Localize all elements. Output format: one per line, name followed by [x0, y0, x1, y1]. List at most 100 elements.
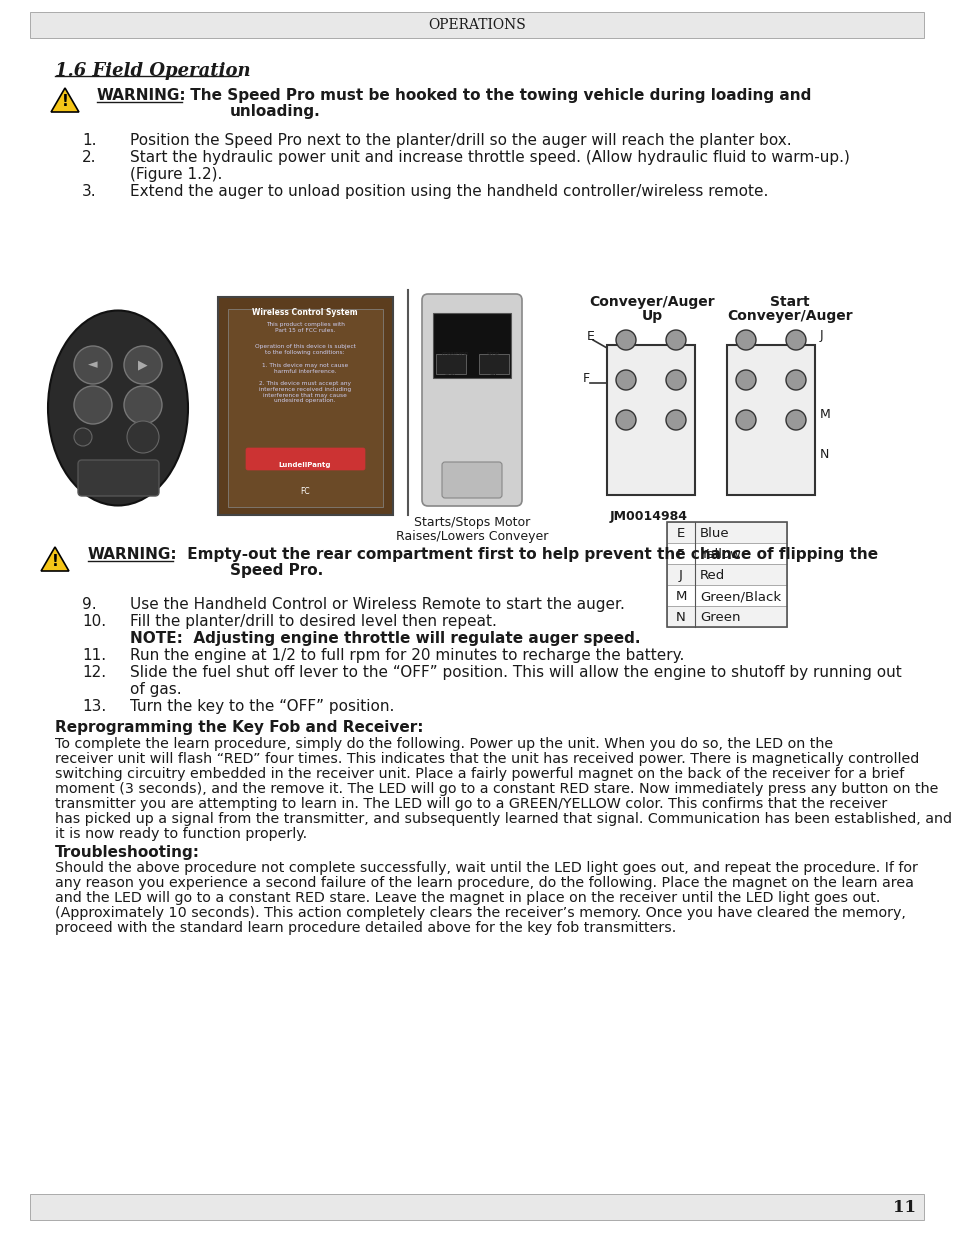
Text: !: ! — [62, 95, 69, 110]
FancyBboxPatch shape — [726, 345, 814, 495]
Text: Conveyer/Auger: Conveyer/Auger — [589, 295, 714, 309]
Text: Blue: Blue — [700, 527, 729, 540]
Text: 13.: 13. — [82, 699, 106, 714]
Text: !: ! — [51, 553, 58, 568]
Polygon shape — [51, 88, 79, 112]
Text: Raises/Lowers Conveyer: Raises/Lowers Conveyer — [395, 530, 548, 543]
FancyBboxPatch shape — [246, 448, 365, 471]
Text: To complete the learn procedure, simply do the following. Power up the unit. Whe: To complete the learn procedure, simply … — [55, 737, 832, 751]
Text: This product complies with
Part 15 of FCC rules.: This product complies with Part 15 of FC… — [265, 322, 344, 332]
Text: Should the above procedure not complete successfully, wait until the LED light g: Should the above procedure not complete … — [55, 861, 917, 876]
Text: STOP: STOP — [444, 370, 456, 375]
Text: Reprogramming the Key Fob and Receiver:: Reprogramming the Key Fob and Receiver: — [55, 720, 423, 735]
Text: Up: Up — [640, 309, 662, 324]
Text: WARNING:: WARNING: — [88, 547, 177, 562]
FancyBboxPatch shape — [441, 462, 501, 498]
Text: STOP: STOP — [486, 352, 499, 357]
Text: Position the Speed Pro next to the planter/drill so the auger will reach the pla: Position the Speed Pro next to the plant… — [130, 133, 791, 148]
Circle shape — [616, 330, 636, 350]
Text: of gas.: of gas. — [130, 682, 181, 697]
Text: transmitter you are attempting to learn in. The LED will go to a GREEN/YELLOW co: transmitter you are attempting to learn … — [55, 797, 886, 811]
Circle shape — [74, 387, 112, 424]
Text: ◄: ◄ — [88, 358, 98, 372]
FancyBboxPatch shape — [478, 354, 509, 374]
Text: any reason you experience a second failure of the learn procedure, do the follow: any reason you experience a second failu… — [55, 876, 913, 890]
Text: 1.6 Field Operation: 1.6 Field Operation — [55, 62, 251, 80]
Text: Speed Pro.: Speed Pro. — [230, 563, 323, 578]
Text: Operation of this device is subject
to the following conditions:: Operation of this device is subject to t… — [254, 345, 355, 354]
Text: ▶: ▶ — [138, 358, 148, 372]
Text: proceed with the standard learn procedure detailed above for the key fob transmi: proceed with the standard learn procedur… — [55, 921, 676, 935]
Text: 12.: 12. — [82, 664, 106, 680]
Text: 1. This device may not cause
harmful interference.: 1. This device may not cause harmful int… — [262, 363, 348, 374]
Circle shape — [735, 410, 755, 430]
Text: Troubleshooting:: Troubleshooting: — [55, 845, 200, 860]
FancyBboxPatch shape — [30, 12, 923, 38]
Text: N: N — [820, 448, 828, 462]
Text: F: F — [582, 372, 590, 384]
Circle shape — [665, 370, 685, 390]
FancyBboxPatch shape — [606, 345, 695, 495]
FancyBboxPatch shape — [421, 294, 521, 506]
Text: OPERATIONS: OPERATIONS — [428, 19, 525, 32]
Text: has picked up a signal from the transmitter, and subsequently learned that signa: has picked up a signal from the transmit… — [55, 811, 951, 826]
FancyBboxPatch shape — [436, 354, 465, 374]
Circle shape — [127, 421, 159, 453]
Polygon shape — [41, 547, 69, 571]
Text: Start the hydraulic power unit and increase throttle speed. (Allow hydraulic flu: Start the hydraulic power unit and incre… — [130, 149, 849, 165]
Circle shape — [616, 370, 636, 390]
Text: (Figure 1.2).: (Figure 1.2). — [130, 167, 222, 182]
Text: NOTE:  Adjusting engine throttle will regulate auger speed.: NOTE: Adjusting engine throttle will reg… — [130, 631, 639, 646]
Text: 1.: 1. — [82, 133, 96, 148]
Text: 9.: 9. — [82, 597, 96, 613]
Circle shape — [74, 346, 112, 384]
Text: 11.: 11. — [82, 648, 106, 663]
Text: Starts/Stops Motor: Starts/Stops Motor — [414, 516, 530, 529]
Text: unloading.: unloading. — [230, 104, 320, 119]
Text: moment (3 seconds), and the remove it. The LED will go to a constant RED stare. : moment (3 seconds), and the remove it. T… — [55, 782, 938, 797]
FancyBboxPatch shape — [218, 296, 393, 515]
FancyBboxPatch shape — [30, 1194, 923, 1220]
Text: WARNING:: WARNING: — [97, 88, 187, 103]
Text: 2. This device must accept any
interference received including
interference that: 2. This device must accept any interfere… — [258, 382, 351, 404]
Text: Empty-out the rear compartment first to help prevent the chance of flipping the: Empty-out the rear compartment first to … — [182, 547, 877, 562]
Ellipse shape — [48, 310, 188, 505]
Text: Slide the fuel shut off lever to the “OFF” position. This will allow the engine : Slide the fuel shut off lever to the “OF… — [130, 664, 901, 680]
Text: switching circuitry embedded in the receiver unit. Place a fairly powerful magne: switching circuitry embedded in the rece… — [55, 767, 903, 781]
Text: Green/Black: Green/Black — [700, 590, 781, 603]
Text: and the LED will go to a constant RED stare. Leave the magnet in place on the re: and the LED will go to a constant RED st… — [55, 890, 880, 905]
Circle shape — [616, 410, 636, 430]
Circle shape — [74, 429, 91, 446]
Text: it is now ready to function properly.: it is now ready to function properly. — [55, 827, 307, 841]
Circle shape — [735, 370, 755, 390]
Text: Start: Start — [769, 295, 809, 309]
Text: Yellow: Yellow — [700, 548, 740, 561]
Text: Conveyer/Auger: Conveyer/Auger — [726, 309, 852, 324]
FancyBboxPatch shape — [433, 312, 511, 378]
FancyBboxPatch shape — [666, 585, 786, 606]
Circle shape — [124, 346, 162, 384]
Circle shape — [785, 330, 805, 350]
Text: Turn the key to the “OFF” position.: Turn the key to the “OFF” position. — [130, 699, 394, 714]
Text: Run the engine at 1/2 to full rpm for 20 minutes to recharge the battery.: Run the engine at 1/2 to full rpm for 20… — [130, 648, 683, 663]
Text: LundellPantg: LundellPantg — [278, 462, 331, 468]
FancyBboxPatch shape — [666, 543, 786, 564]
Text: Fill the planter/drill to desired level then repeat.: Fill the planter/drill to desired level … — [130, 614, 497, 629]
FancyBboxPatch shape — [666, 606, 786, 627]
Text: E: E — [586, 330, 595, 342]
Text: M: M — [820, 409, 830, 421]
Text: M: M — [675, 590, 686, 603]
Text: F: F — [677, 548, 684, 561]
Text: N: N — [676, 611, 685, 624]
Text: FC: FC — [300, 487, 310, 496]
Text: (Approximately 10 seconds). This action completely clears the receiver’s memory.: (Approximately 10 seconds). This action … — [55, 906, 905, 920]
Text: CONVEYOR: CONVEYOR — [441, 352, 469, 357]
FancyBboxPatch shape — [666, 522, 786, 543]
Text: 2.: 2. — [82, 149, 96, 165]
Text: The Speed Pro must be hooked to the towing vehicle during loading and: The Speed Pro must be hooked to the towi… — [185, 88, 810, 103]
Circle shape — [785, 370, 805, 390]
FancyBboxPatch shape — [666, 564, 786, 585]
Text: 11: 11 — [892, 1198, 915, 1215]
Text: Green: Green — [700, 611, 740, 624]
Circle shape — [124, 387, 162, 424]
